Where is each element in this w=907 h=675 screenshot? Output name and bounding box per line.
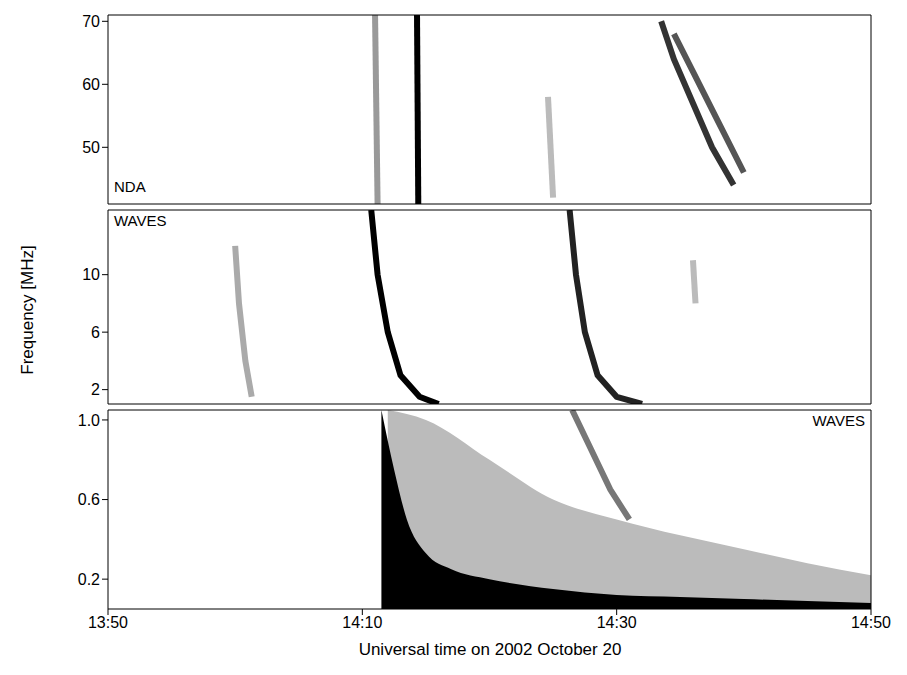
svg-text:60: 60 <box>82 76 100 93</box>
html-text:WAVES: WAVES <box>812 412 865 429</box>
html-text:Frequency [MHz]: Frequency [MHz] <box>18 245 37 375</box>
svg-text:0.6: 0.6 <box>78 491 100 508</box>
html-text:WAVES: WAVES <box>114 212 167 229</box>
svg-text:14:10: 14:10 <box>342 614 382 631</box>
svg-text:1.0: 1.0 <box>78 412 100 429</box>
html-text:NDA: NDA <box>114 178 146 195</box>
svg-text:0.2: 0.2 <box>78 571 100 588</box>
html-text:Universal time on 2002 October: Universal time on 2002 October 20 <box>358 640 622 659</box>
svg-text:14:30: 14:30 <box>597 614 637 631</box>
svg-text:50: 50 <box>82 139 100 156</box>
svg-text:70: 70 <box>82 13 100 30</box>
svg-text:10: 10 <box>82 266 100 283</box>
svg-text:14:50: 14:50 <box>851 614 891 631</box>
svg-text:13:50: 13:50 <box>88 614 128 631</box>
svg-text:2: 2 <box>91 381 100 398</box>
svg-text:6: 6 <box>91 324 100 341</box>
